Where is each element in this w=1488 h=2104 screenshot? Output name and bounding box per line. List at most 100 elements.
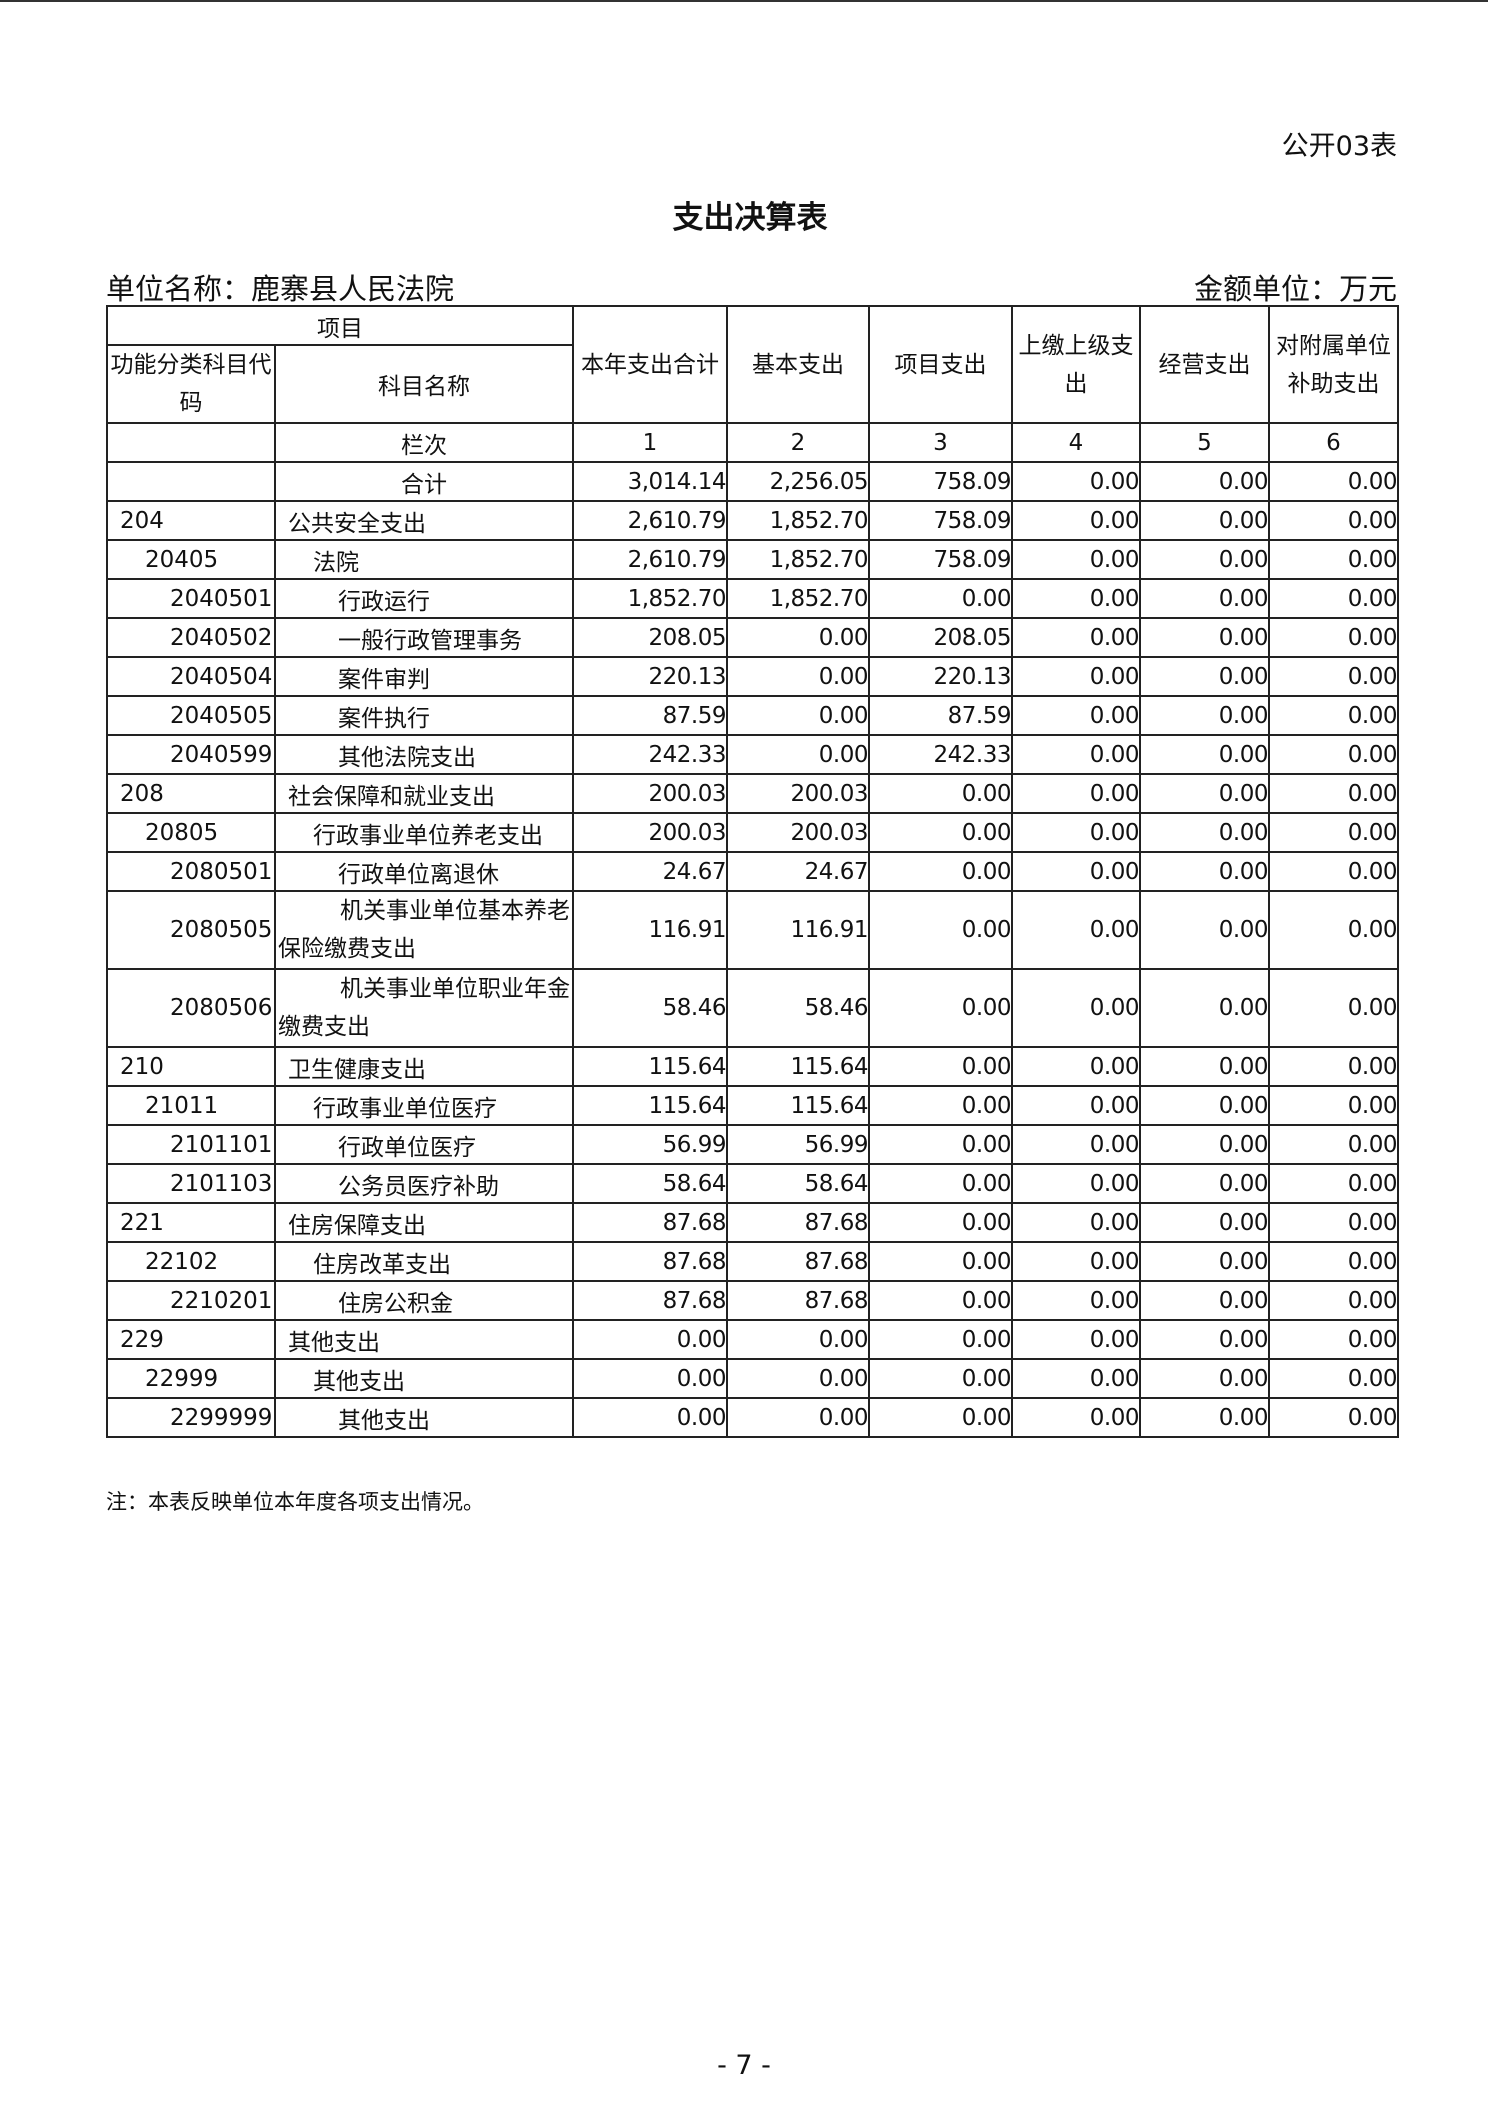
amount-cell: 0.00	[1011, 539, 1141, 580]
amount-cell: 0.00	[1139, 1241, 1270, 1282]
subject-code: 2299999	[106, 1397, 276, 1438]
unit-name: 单位名称：鹿寨县人民法院	[106, 272, 455, 306]
amount-cell: 0.00	[1268, 1163, 1399, 1204]
subject-code: 210	[106, 1046, 276, 1087]
amount-cell: 0.00	[1268, 890, 1399, 970]
amount-cell: 0.00	[1268, 1241, 1399, 1282]
total-value: 0.00	[1139, 461, 1270, 502]
subject-name: 住房改革支出	[274, 1241, 574, 1282]
subject-name: 一般行政管理事务	[274, 617, 574, 658]
amount-cell: 0.00	[572, 1319, 728, 1360]
amount-cell: 116.91	[726, 890, 870, 970]
amount-cell: 2,610.79	[572, 500, 728, 541]
table-row: 22102 住房改革支出 87.68 87.68 0.00 0.00 0.00 0.00	[106, 1241, 1399, 1282]
table-row: 22999 其他支出 0.00 0.00 0.00 0.00 0.00 0.00	[106, 1358, 1399, 1399]
amount-cell: 0.00	[868, 1241, 1013, 1282]
amount-cell: 0.00	[1268, 1319, 1399, 1360]
header-col-5: 经营支出	[1139, 305, 1270, 424]
amount-cell: 0.00	[726, 1319, 870, 1360]
subject-code: 20405	[106, 539, 276, 580]
amount-cell: 0.00	[1011, 1358, 1141, 1399]
amount-cell: 1,852.70	[726, 539, 870, 580]
subject-name-text: 机关事业单位基本养老保险缴费支出	[278, 898, 570, 962]
table-row: 204 公共安全支出 2,610.79 1,852.70 758.09 0.00 0.00 0…	[106, 500, 1399, 541]
subject-code: 2040501	[106, 578, 276, 619]
subject-code: 2040599	[106, 734, 276, 775]
amount-cell: 0.00	[726, 695, 870, 736]
amount-cell: 0.00	[1268, 539, 1399, 580]
subject-name: 公共安全支出	[274, 500, 574, 541]
table-row: 2040505 案件执行 87.59 0.00 87.59 0.00 0.00 0.00	[106, 695, 1399, 736]
amount-cell: 58.64	[726, 1163, 870, 1204]
amount-cell: 0.00	[1139, 500, 1270, 541]
amount-cell: 0.00	[1011, 1124, 1141, 1165]
amount-cell: 200.03	[726, 812, 870, 853]
amount-cell: 0.00	[1268, 1280, 1399, 1321]
table-row: 2080505 机关事业单位基本养老保险缴费支出 116.91 116.91 0.00 0…	[106, 890, 1399, 970]
page-title: 支出决算表	[672, 200, 828, 236]
amount-cell: 0.00	[1268, 812, 1399, 853]
expenditure-table: 项目 本年支出合计 基本支出 项目支出 上缴上级支出 经营支出 对附属单位补助支…	[106, 305, 1399, 1438]
amount-cell: 2,610.79	[572, 539, 728, 580]
amount-cell: 0.00	[1268, 656, 1399, 697]
amount-cell: 0.00	[1268, 968, 1399, 1048]
amount-cell: 0.00	[868, 1124, 1013, 1165]
total-code-blank	[106, 461, 276, 502]
subject-code: 2040502	[106, 617, 276, 658]
amount-cell: 758.09	[868, 539, 1013, 580]
amount-cell: 0.00	[1268, 500, 1399, 541]
amount-cell: 56.99	[572, 1124, 728, 1165]
table-row: 2040501 行政运行 1,852.70 1,852.70 0.00 0.00 0.00 0…	[106, 578, 1399, 619]
header-col-6: 对附属单位补助支出	[1268, 305, 1399, 424]
amount-cell: 87.59	[572, 695, 728, 736]
col-no: 4	[1011, 422, 1141, 463]
subject-name: 卫生健康支出	[274, 1046, 574, 1087]
subject-name: 公务员医疗补助	[274, 1163, 574, 1204]
amount-cell: 220.13	[572, 656, 728, 697]
amount-cell: 0.00	[1139, 1163, 1270, 1204]
amount-cell: 0.00	[868, 1085, 1013, 1126]
amount-cell: 24.67	[572, 851, 728, 892]
table-row: 2101101 行政单位医疗 56.99 56.99 0.00 0.00 0.00 0.00	[106, 1124, 1399, 1165]
amount-cell: 758.09	[868, 500, 1013, 541]
amount-cell: 242.33	[868, 734, 1013, 775]
amount-cell: 87.68	[726, 1202, 870, 1243]
amount-cell: 0.00	[1011, 617, 1141, 658]
subject-code: 2040505	[106, 695, 276, 736]
amount-cell: 0.00	[572, 1397, 728, 1438]
amount-cell: 56.99	[726, 1124, 870, 1165]
amount-cell: 0.00	[572, 1358, 728, 1399]
amount-cell: 0.00	[1268, 1046, 1399, 1087]
subject-name: 住房保障支出	[274, 1202, 574, 1243]
amount-cell: 0.00	[1139, 773, 1270, 814]
header-col-1: 本年支出合计	[572, 305, 728, 424]
amount-cell: 0.00	[726, 656, 870, 697]
amount-cell: 1,852.70	[572, 578, 728, 619]
subject-name: 其他支出	[274, 1358, 574, 1399]
amount-cell: 0.00	[1139, 1124, 1270, 1165]
subject-name: 法院	[274, 539, 574, 580]
subject-name-text: 机关事业单位职业年金缴费支出	[278, 976, 570, 1040]
amount-cell: 0.00	[868, 578, 1013, 619]
amount-cell: 1,852.70	[726, 578, 870, 619]
subject-name: 其他支出	[274, 1397, 574, 1438]
col-no-blank	[106, 422, 276, 463]
amount-cell: 0.00	[1139, 1358, 1270, 1399]
header-col-2: 基本支出	[726, 305, 870, 424]
subject-name: 机关事业单位基本养老保险缴费支出	[274, 890, 574, 970]
subject-code: 229	[106, 1319, 276, 1360]
amount-cell: 115.64	[572, 1046, 728, 1087]
amount-cell: 0.00	[1139, 1085, 1270, 1126]
subject-code: 21011	[106, 1085, 276, 1126]
amount-cell: 115.64	[572, 1085, 728, 1126]
amount-cell: 0.00	[1011, 1397, 1141, 1438]
subject-name: 行政运行	[274, 578, 574, 619]
table-row: 2040599 其他法院支出 242.33 0.00 242.33 0.00 0.00 0.0…	[106, 734, 1399, 775]
amount-cell: 0.00	[1139, 1280, 1270, 1321]
amount-cell: 200.03	[572, 812, 728, 853]
subject-code: 2101101	[106, 1124, 276, 1165]
amount-cell: 58.46	[572, 968, 728, 1048]
subject-name: 行政单位医疗	[274, 1124, 574, 1165]
amount-cell: 0.00	[1139, 1397, 1270, 1438]
amount-cell: 0.00	[868, 890, 1013, 970]
